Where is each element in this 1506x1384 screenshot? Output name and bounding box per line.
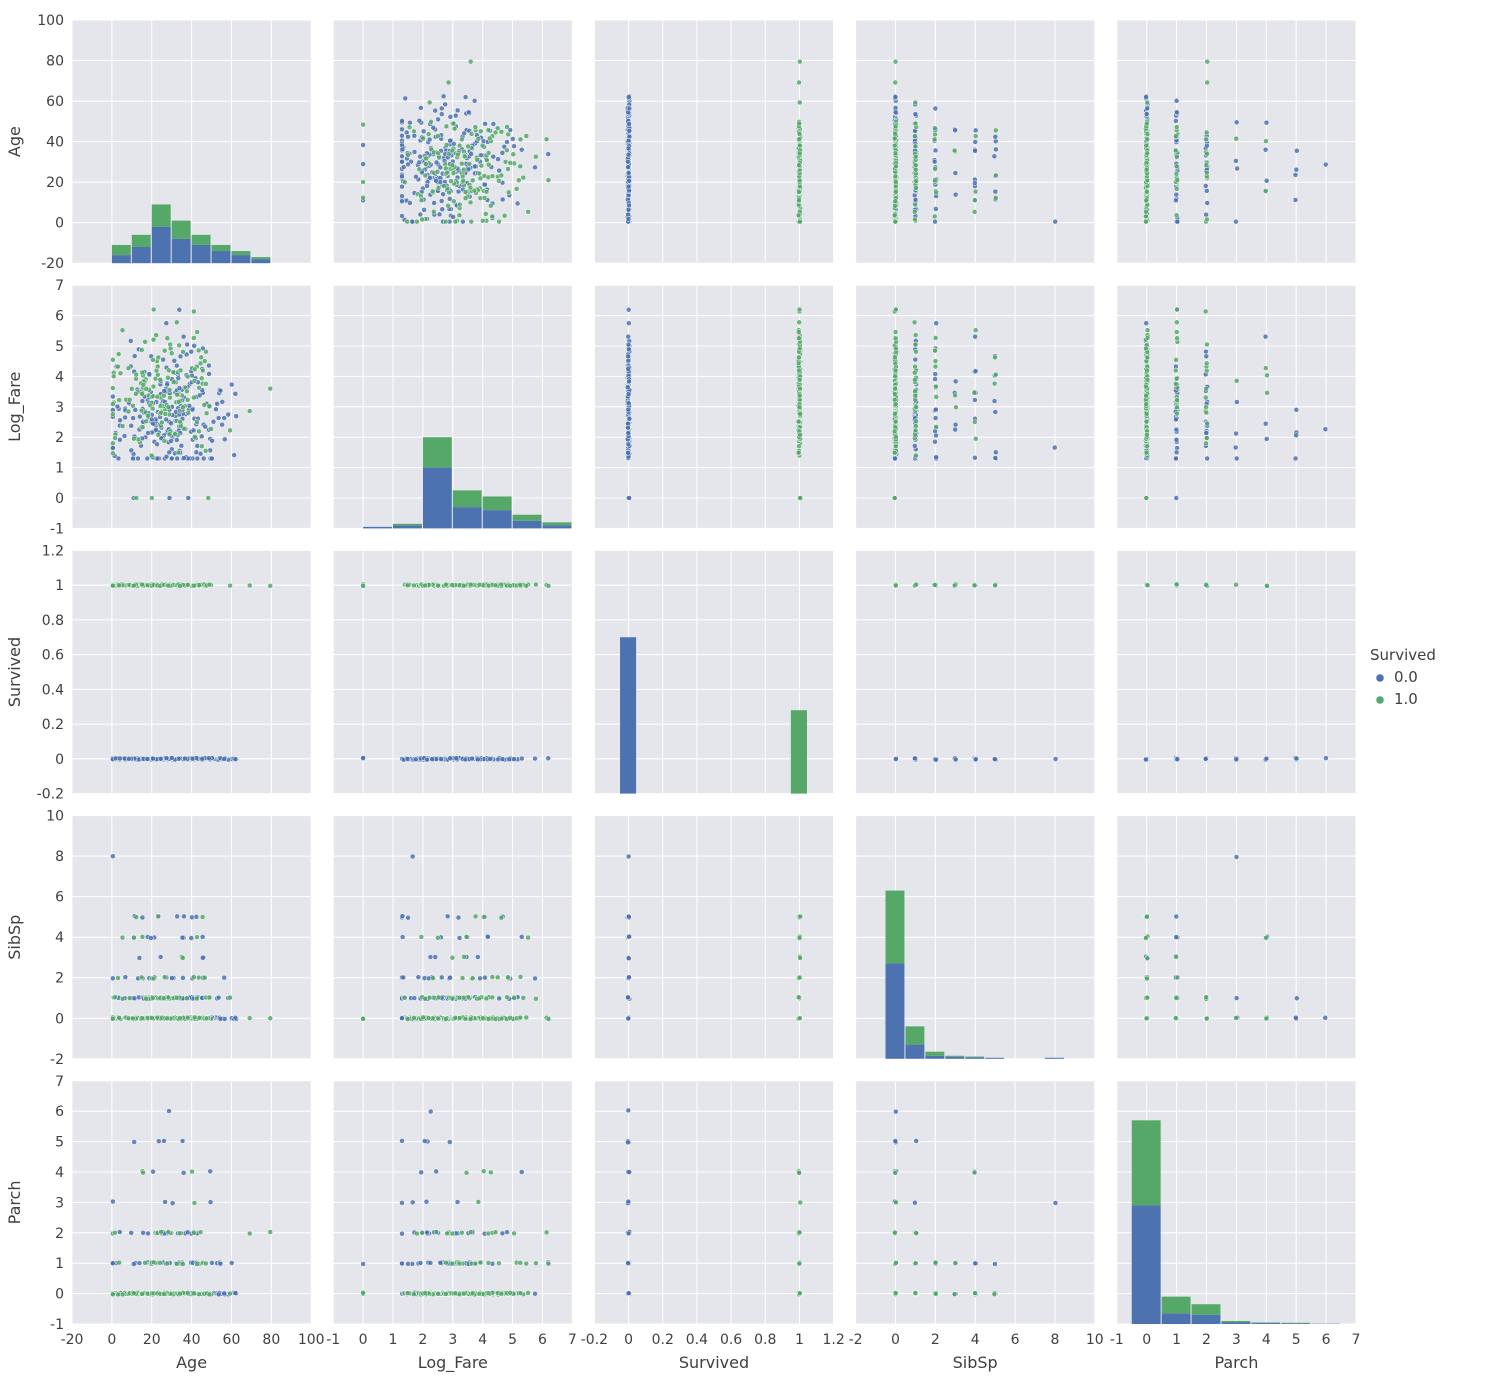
cell-Survived-vs-Log_Fare bbox=[333, 550, 572, 793]
ylabel-SibSp: SibSp bbox=[5, 915, 24, 960]
svg-text:20: 20 bbox=[46, 175, 64, 191]
cell-Log_Fare-vs-Survived bbox=[594, 285, 833, 528]
legend-marker-icon bbox=[1376, 674, 1384, 682]
cell-SibSp-vs-Log_Fare bbox=[333, 816, 572, 1059]
svg-text:0.4: 0.4 bbox=[42, 682, 64, 698]
svg-text:0: 0 bbox=[55, 216, 64, 232]
svg-text:7: 7 bbox=[55, 278, 64, 294]
legend-label: 0.0 bbox=[1394, 668, 1418, 686]
xlabel-Survived: Survived bbox=[679, 1353, 749, 1372]
cell-SibSp-vs-Parch bbox=[1117, 816, 1356, 1059]
svg-text:3: 3 bbox=[55, 400, 64, 416]
svg-text:-20: -20 bbox=[41, 256, 64, 272]
svg-text:0: 0 bbox=[55, 491, 64, 507]
svg-text:80: 80 bbox=[46, 54, 64, 70]
cell-Survived-vs-Parch bbox=[1117, 550, 1356, 793]
svg-text:5: 5 bbox=[55, 339, 64, 355]
cell-Log_Fare-vs-SibSp bbox=[856, 285, 1095, 528]
svg-text:2: 2 bbox=[55, 430, 64, 446]
svg-text:60: 60 bbox=[46, 94, 64, 110]
legend-label: 1.0 bbox=[1394, 690, 1418, 708]
svg-text:4: 4 bbox=[55, 369, 64, 385]
svg-text:-1: -1 bbox=[50, 521, 64, 537]
cell-Age-vs-Survived bbox=[594, 20, 833, 263]
svg-text:1.2: 1.2 bbox=[42, 543, 64, 559]
ylabel-Log_Fare: Log_Fare bbox=[5, 372, 25, 442]
xlabel-SibSp: SibSp bbox=[953, 1353, 998, 1372]
xlabel-Age: Age bbox=[176, 1353, 207, 1372]
legend-marker-icon bbox=[1376, 696, 1384, 704]
ylabel-Age: Age bbox=[5, 126, 24, 157]
svg-text:1: 1 bbox=[55, 578, 64, 594]
ylabel-Survived: Survived bbox=[5, 637, 24, 707]
xlabel-Parch: Parch bbox=[1214, 1353, 1258, 1372]
cell-Log_Fare-vs-Log_Fare bbox=[333, 285, 572, 528]
svg-text:40: 40 bbox=[46, 135, 64, 151]
pairplot-figure: -20 0 20 40 60 80 100 Age -1 0 1 2 3 4 5 6 7 Log_Fare -0.2… bbox=[0, 0, 1506, 1384]
cell-SibSp-vs-SibSp bbox=[856, 816, 1095, 1059]
svg-text:1: 1 bbox=[55, 461, 64, 477]
svg-text:0.2: 0.2 bbox=[42, 717, 64, 733]
cell-Survived-vs-Survived bbox=[594, 550, 833, 793]
svg-text:100: 100 bbox=[37, 13, 64, 29]
ylabel-Parch: Parch bbox=[5, 1180, 24, 1224]
svg-text:0.6: 0.6 bbox=[42, 648, 64, 664]
cell-Age-vs-SibSp bbox=[856, 20, 1095, 263]
cell-Survived-vs-SibSp bbox=[856, 550, 1095, 793]
svg-text:0.8: 0.8 bbox=[42, 613, 64, 629]
cell-Log_Fare-vs-Parch bbox=[1117, 285, 1356, 528]
cell-Age-vs-Log_Fare bbox=[333, 20, 572, 263]
cell-Age-vs-Parch bbox=[1117, 20, 1356, 263]
xlabel-Log_Fare: Log_Fare bbox=[418, 1353, 488, 1373]
legend-title: Survived bbox=[1370, 646, 1436, 664]
svg-text:6: 6 bbox=[55, 309, 64, 325]
cell-SibSp-vs-Survived bbox=[594, 816, 833, 1059]
svg-text:0: 0 bbox=[55, 752, 64, 768]
svg-text:-0.2: -0.2 bbox=[37, 787, 64, 803]
